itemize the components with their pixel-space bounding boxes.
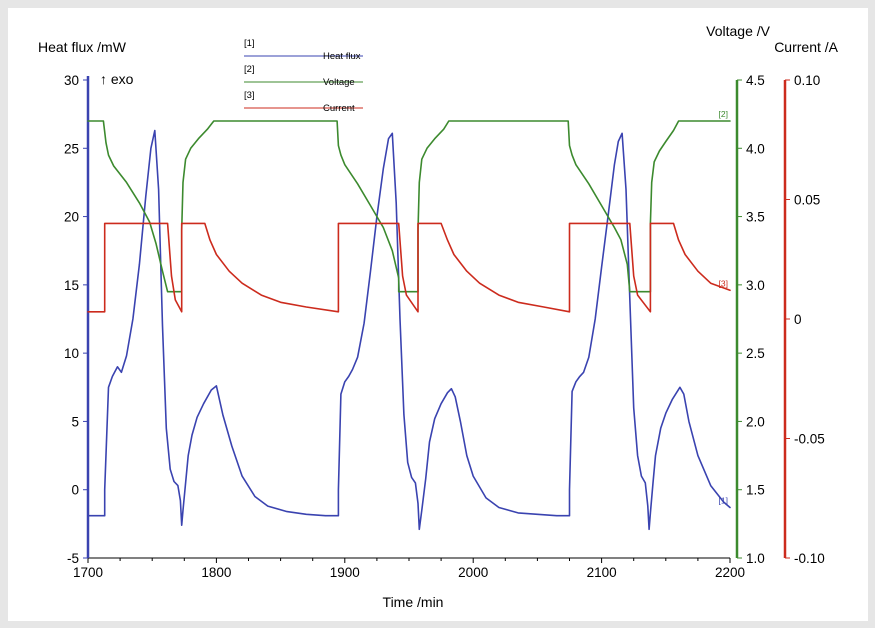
- legend-label-2: Voltage: [323, 77, 355, 88]
- series-end-label-voltage: [2]: [719, 109, 728, 119]
- current-tick-label: -0.10: [794, 551, 825, 566]
- heat-tick-label: 5: [71, 414, 79, 429]
- x-tick-label: 1900: [330, 565, 360, 580]
- line-chart: Heat flux /mW Voltage /V Current /A ↑ ex…: [38, 23, 839, 610]
- heat-tick-label: 15: [64, 278, 79, 293]
- series-end-label-current: [3]: [719, 278, 728, 288]
- legend-index-1: [1]: [244, 38, 255, 49]
- legend-label-1: Heat flux: [323, 51, 361, 62]
- series-line-heat: [87, 129, 731, 531]
- legend: [1] Heat flux [2] Voltage [3] Current: [244, 38, 363, 114]
- heat-axis-title: Heat flux /mW: [38, 39, 127, 55]
- series-end-label-heat: [1]: [719, 495, 728, 505]
- voltage-tick-label: 2.5: [746, 346, 765, 361]
- voltage-tick-label: 2.0: [746, 414, 765, 429]
- x-tick-label: 2100: [587, 565, 617, 580]
- x-tick-label: 1700: [73, 565, 103, 580]
- voltage-tick-label: 3.0: [746, 278, 765, 293]
- current-tick-label: 0: [794, 312, 802, 327]
- current-axis-title: Current /A: [774, 39, 838, 55]
- current-tick-label: 0.05: [794, 193, 820, 208]
- heat-tick-label: 25: [64, 141, 79, 156]
- legend-index-2: [2]: [244, 64, 255, 75]
- heat-tick-label: 30: [64, 73, 79, 88]
- voltage-axis-title: Voltage /V: [706, 23, 770, 39]
- heat-tick-label: 10: [64, 346, 79, 361]
- voltage-tick-label: 3.5: [746, 210, 765, 225]
- voltage-tick-label: 4.0: [746, 141, 765, 156]
- legend-label-3: Current: [323, 103, 355, 114]
- x-tick-label: 1800: [201, 565, 231, 580]
- series-line-voltage: [87, 120, 731, 293]
- chart-canvas: Heat flux /mW Voltage /V Current /A ↑ ex…: [8, 8, 868, 621]
- current-tick-label: -0.05: [794, 432, 825, 447]
- x-axis-title: Time /min: [383, 594, 444, 610]
- x-tick-label: 2000: [458, 565, 488, 580]
- voltage-tick-label: 1.0: [746, 551, 765, 566]
- series-line-current: [87, 222, 731, 313]
- legend-index-3: [3]: [244, 90, 255, 101]
- heat-tick-label: 20: [64, 210, 79, 225]
- current-tick-label: 0.10: [794, 73, 820, 88]
- axes-layer: 1700 1800 1900 2000 2100 2200 -5 0 5 10 15 20 25 30 1.…: [64, 73, 825, 580]
- heat-tick-label: -5: [67, 551, 79, 566]
- voltage-tick-label: 1.5: [746, 483, 765, 498]
- x-tick-label: 2200: [715, 565, 745, 580]
- exo-annotation: ↑ exo: [100, 71, 134, 87]
- heat-tick-label: 0: [71, 483, 79, 498]
- voltage-tick-label: 4.5: [746, 73, 765, 88]
- series-layer: [1] [2] [3]: [87, 109, 731, 531]
